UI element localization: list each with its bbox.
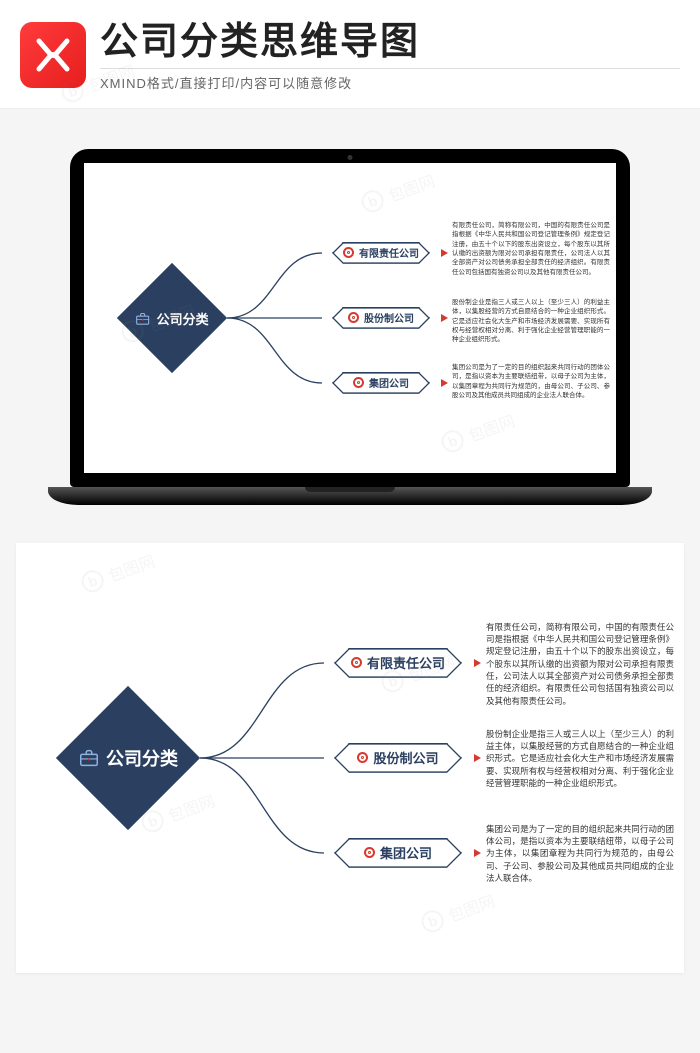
branch-outline xyxy=(334,648,462,678)
branch-outline xyxy=(332,307,430,329)
branch-outline xyxy=(332,242,430,264)
root-label: 公司分类 xyxy=(157,308,209,327)
root-label: 公司分类 xyxy=(106,745,178,771)
branch-outline xyxy=(334,838,462,868)
branch-description-1: 股份制企业是指三人或三人以上（至少三人）的利益主体，以集股经营的方式自愿结合的一… xyxy=(452,298,610,345)
branch-description-0: 有限责任公司，简称有限公司，中国的有限责任公司是指根据《中华人民共和国公司登记管… xyxy=(486,621,674,707)
page-title: 公司分类思维导图 xyxy=(100,22,680,64)
briefcase-icon xyxy=(78,747,100,769)
branch-outline xyxy=(332,372,430,394)
mindmap-full: 公司分类 有限责任公司 有限责任公司，简称有限公司，中国的有限责任公司是指根据《… xyxy=(16,543,684,973)
header: 公司分类思维导图 XMIND格式/直接打印/内容可以随意修改 xyxy=(0,0,700,109)
page-subtitle: XMIND格式/直接打印/内容可以随意修改 xyxy=(100,68,680,92)
arrow-icon xyxy=(441,249,448,257)
mindmap-full-panel: 公司分类 有限责任公司 有限责任公司，简称有限公司，中国的有限责任公司是指根据《… xyxy=(16,543,684,973)
laptop-base xyxy=(48,487,652,505)
branch-outline xyxy=(334,743,462,773)
branch-description-2: 集团公司是为了一定的目的组织起来共同行动的团体公司，是指以资本为主要联结纽带，以… xyxy=(486,823,674,885)
laptop-preview: 公司分类 有限责任公司 有限责任公司，简称有限公司，中国的有限责任公司是指根据《… xyxy=(0,109,700,525)
laptop-camera-icon xyxy=(348,155,353,160)
branch-description-1: 股份制企业是指三人或三人以上（至少三人）的利益主体，以集股经营的方式自愿结合的一… xyxy=(486,728,674,790)
arrow-icon xyxy=(441,379,448,387)
arrow-icon xyxy=(474,659,481,667)
arrow-icon xyxy=(474,849,481,857)
branch-description-2: 集团公司是为了一定的目的组织起来共同行动的团体公司，是指以资本为主要联结纽带，以… xyxy=(452,363,610,401)
arrow-icon xyxy=(441,314,448,322)
mindmap-small: 公司分类 有限责任公司 有限责任公司，简称有限公司，中国的有限责任公司是指根据《… xyxy=(84,163,616,473)
branch-description-0: 有限责任公司，简称有限公司，中国的有限责任公司是指根据《中华人民共和国公司登记管… xyxy=(452,221,610,278)
arrow-icon xyxy=(474,754,481,762)
laptop-screen: 公司分类 有限责任公司 有限责任公司，简称有限公司，中国的有限责任公司是指根据《… xyxy=(70,149,630,487)
xmind-logo-icon xyxy=(20,22,86,88)
briefcase-icon xyxy=(135,310,151,326)
